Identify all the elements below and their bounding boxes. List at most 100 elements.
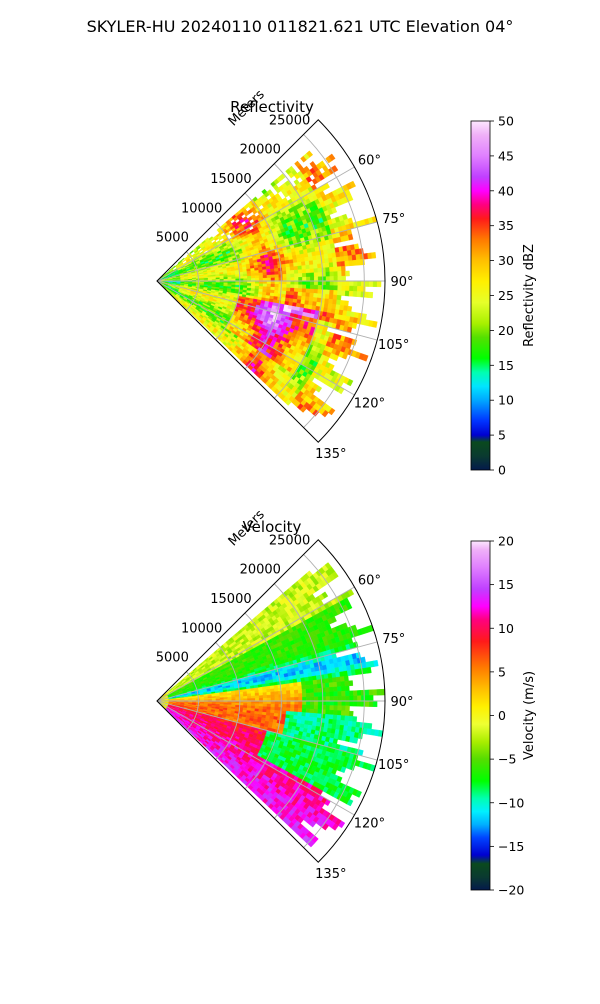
radar-cell (255, 696, 259, 699)
radar-cell (302, 697, 306, 701)
radar-cell (314, 268, 318, 272)
radar-cell (302, 689, 306, 693)
colorbar-tick-label: 20 (498, 323, 514, 338)
radar-cell (295, 701, 299, 705)
radar-cell (374, 660, 379, 666)
radar-cell (330, 276, 334, 281)
radar-cell (291, 285, 295, 289)
radar-cell (271, 272, 275, 275)
radar-cell (310, 269, 314, 273)
radar-cell (287, 704, 291, 708)
colorbar-label: Reflectivity dBZ (522, 244, 537, 347)
radar-cell (313, 297, 317, 302)
radar-cell (337, 291, 341, 296)
radar-cell (302, 289, 306, 293)
theta-tick-label: 60° (358, 154, 381, 169)
radar-cell (333, 710, 337, 715)
radar-cell (341, 686, 345, 691)
radar-cell (267, 284, 271, 287)
radar-cell (302, 685, 306, 689)
radar-cell (279, 698, 283, 701)
radar-cell (357, 286, 361, 292)
radar-cell (259, 275, 263, 278)
radar-cell (310, 293, 314, 297)
radar-cell (306, 285, 310, 289)
radar-cell (306, 289, 310, 293)
radar-cell (369, 281, 373, 287)
radar-cell (232, 697, 236, 699)
radar-cell (282, 708, 286, 712)
radar-cell (279, 271, 283, 275)
radar-cell (313, 293, 317, 298)
radar-cell (279, 694, 283, 697)
radar-cell (353, 738, 358, 744)
radar-cell (291, 274, 295, 278)
radar-cell (263, 692, 267, 695)
radar-cell (275, 691, 279, 694)
r-tick-label: 10000 (181, 201, 222, 216)
radar-cell (228, 277, 232, 279)
radar-cell (334, 706, 338, 711)
radar-cell (283, 694, 287, 698)
radar-cell (338, 271, 342, 276)
radar-cell (294, 708, 298, 712)
radar-cell (318, 289, 322, 294)
r-tick-label: 25000 (269, 113, 310, 128)
radar-cell (299, 277, 303, 281)
radar-cell (274, 265, 278, 269)
radar-cell (310, 289, 314, 293)
radar-cell (306, 713, 310, 717)
radar-cell (243, 274, 247, 277)
radar-cell (294, 690, 298, 694)
radar-cell (310, 713, 314, 717)
radar-cell (314, 281, 318, 285)
radar-cell (302, 705, 306, 709)
radar-cell (291, 697, 295, 701)
radar-cell (346, 696, 350, 701)
radar-cell (220, 278, 224, 280)
radar-cell (336, 720, 340, 725)
radar-cell (318, 268, 322, 273)
radar-cell (345, 286, 349, 291)
radar-cell (275, 707, 279, 710)
radar-cell (259, 270, 263, 273)
radar-cell (295, 697, 299, 701)
radar-cell (325, 714, 329, 719)
radar-cell (333, 687, 337, 692)
radar-cell (310, 697, 314, 701)
radar-cell (279, 281, 283, 284)
radar-cell (279, 704, 283, 707)
radar-cell (263, 695, 267, 698)
radar-cell (267, 275, 271, 278)
radar-cell (283, 284, 287, 288)
radar-cell (259, 695, 263, 698)
radar-cell (317, 684, 321, 689)
radar-cell (369, 701, 373, 707)
radar-cell (329, 678, 333, 683)
radar-cell (275, 278, 279, 281)
radar-cell (317, 259, 321, 264)
radar-cell (337, 295, 341, 300)
radar-cell (353, 260, 357, 266)
radar-cell (314, 289, 318, 293)
radar-cell (365, 701, 369, 707)
radar-cell (317, 679, 321, 684)
radar-cell (341, 266, 345, 271)
radar-cell (349, 261, 353, 266)
radar-cell (310, 689, 314, 693)
radar-cell (279, 287, 283, 291)
radar-cell (309, 681, 313, 686)
radar-field (157, 151, 381, 417)
theta-tick-label: 120° (354, 397, 385, 412)
radar-cell (329, 299, 333, 304)
figure-suptitle: SKYLER-HU 20240110 011821.621 UTC Elevat… (87, 17, 514, 36)
radar-cell (263, 690, 267, 693)
radar-cell (342, 281, 346, 286)
radar-cell (271, 692, 275, 695)
radar-cell (326, 267, 330, 272)
radar-cell (325, 678, 329, 683)
radar-cell (326, 285, 330, 290)
radar-cell (286, 708, 290, 712)
theta-tick-label: 105° (378, 338, 409, 353)
